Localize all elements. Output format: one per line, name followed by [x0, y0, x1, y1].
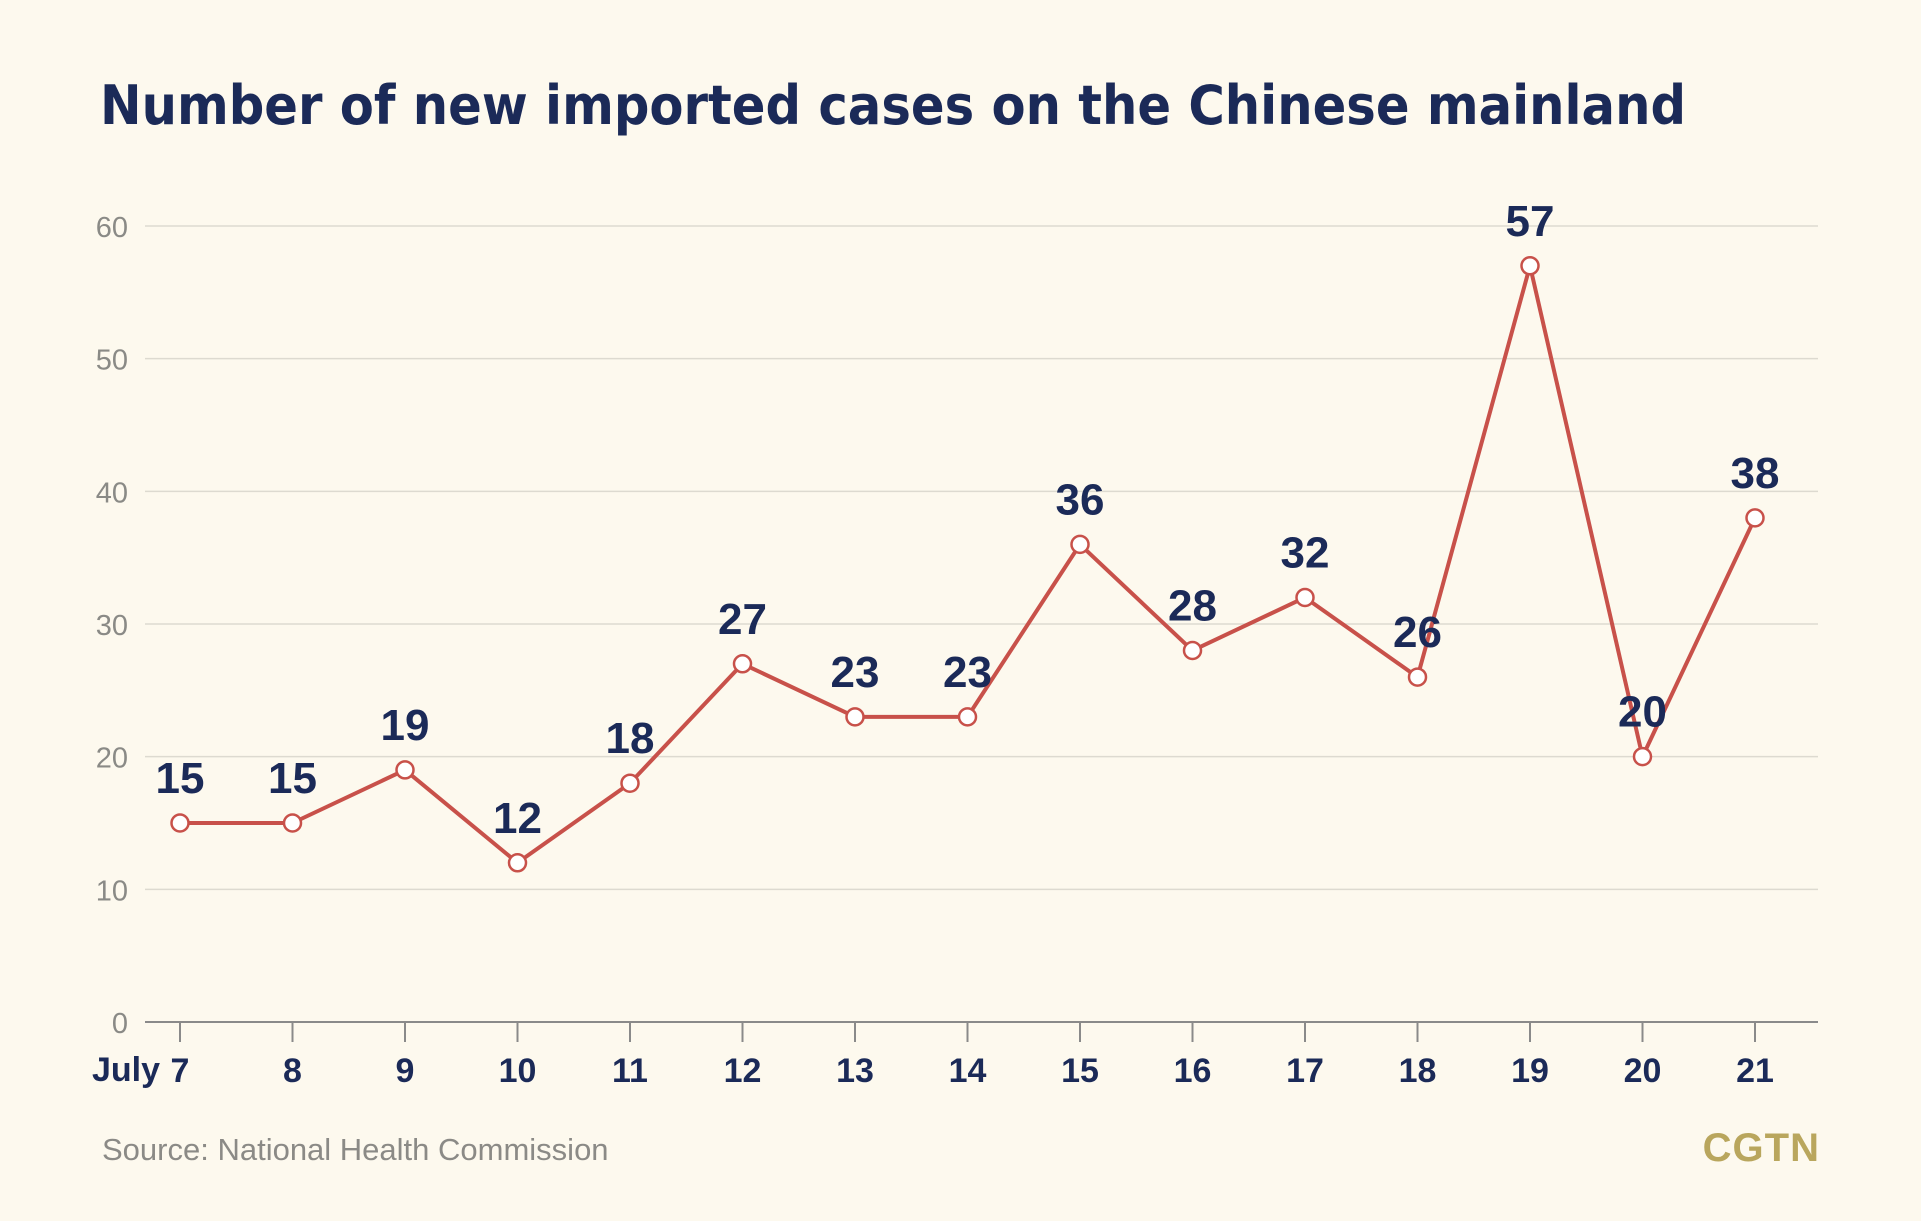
y-tick-label: 30	[96, 610, 128, 642]
source-note: Source: National Health Commission	[102, 1132, 609, 1167]
x-tick-label: 15	[1061, 1052, 1099, 1090]
data-label: 23	[831, 648, 880, 697]
data-label: 36	[1056, 475, 1105, 524]
data-point	[957, 707, 978, 727]
data-point	[1407, 667, 1428, 687]
data-point	[282, 813, 303, 833]
data-point	[620, 773, 640, 793]
x-tick-label: 18	[1399, 1052, 1437, 1090]
data-label: 15	[268, 754, 317, 803]
data-label: 18	[606, 714, 655, 763]
y-tick-label: 0	[112, 1008, 128, 1040]
brand-logo: CGTN	[1702, 1126, 1820, 1170]
data-label: 32	[1281, 528, 1330, 577]
x-tick-label: 13	[836, 1052, 874, 1090]
chart-title: Number of new imported cases on the Chin…	[100, 74, 1687, 137]
data-label: 28	[1168, 582, 1217, 631]
data-point	[395, 760, 415, 780]
x-axis: 7 8 9 10 11 12 13 14 15 16 17 18 19 20 21 July	[92, 1021, 1818, 1090]
data-point	[1632, 746, 1653, 767]
data-point	[1295, 587, 1315, 608]
x-tick-label: 11	[612, 1052, 648, 1090]
data-label: 57	[1506, 197, 1555, 246]
y-tick-label: 60	[96, 212, 128, 244]
data-point	[1182, 640, 1203, 661]
data-label: 38	[1731, 449, 1780, 498]
x-tick-label: 19	[1511, 1052, 1549, 1090]
y-tick-label: 20	[96, 743, 128, 775]
x-tick-label: 16	[1174, 1052, 1212, 1090]
x-tick-label: 10	[499, 1052, 537, 1090]
x-tick-label: 20	[1624, 1052, 1662, 1090]
x-axis-month-label: July	[92, 1051, 160, 1089]
x-tick-label: 12	[724, 1052, 762, 1090]
series-line-path	[178, 263, 1757, 865]
data-point	[1520, 256, 1540, 276]
x-tick-label: 14	[949, 1052, 987, 1090]
data-labels: 15 15 19 12 18 27 23 23 36 28 32 26 57 20 38	[156, 197, 1780, 843]
y-axis: 0 10 20 30 40 50 60	[96, 212, 128, 1040]
data-point	[1070, 534, 1090, 555]
y-tick-label: 50	[96, 345, 128, 377]
data-label: 12	[493, 794, 542, 843]
data-label: 15	[156, 754, 205, 803]
data-points	[170, 256, 1765, 873]
data-label: 23	[943, 648, 992, 697]
data-point	[507, 853, 528, 873]
data-point	[170, 813, 190, 833]
data-point	[845, 707, 865, 727]
data-label: 19	[381, 701, 430, 750]
series-line	[178, 263, 1757, 865]
data-point	[1745, 508, 1765, 528]
x-tick-label: 9	[396, 1052, 415, 1090]
data-label: 20	[1618, 688, 1667, 737]
x-tick-label: 21	[1736, 1052, 1774, 1090]
x-tick-label: 7	[171, 1052, 190, 1090]
y-tick-label: 40	[96, 477, 128, 509]
data-label: 27	[718, 595, 767, 644]
data-label: 26	[1393, 608, 1442, 657]
x-tick-label: 8	[283, 1052, 302, 1090]
x-tick-label: 17	[1286, 1052, 1324, 1090]
y-tick-label: 10	[96, 875, 128, 907]
grid-lines	[145, 225, 1818, 891]
data-point	[732, 654, 753, 674]
